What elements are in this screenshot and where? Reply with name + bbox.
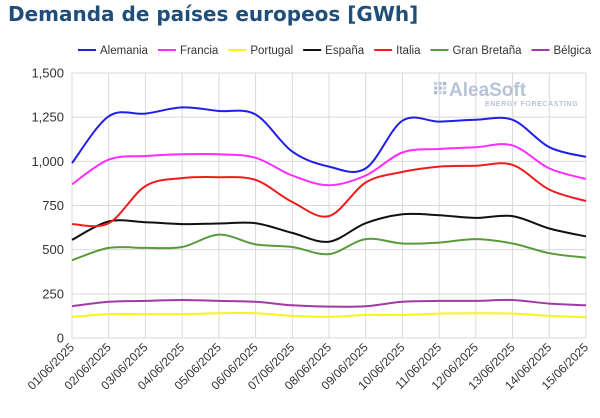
series-line-espana — [71, 212, 587, 243]
series-line-belgica — [71, 298, 587, 308]
y-tick-label: 1,250 — [31, 110, 64, 125]
logo-dot — [434, 86, 438, 90]
logo-dot — [443, 86, 447, 90]
logo-dot — [438, 86, 442, 90]
series-line-gran-bretana — [71, 233, 587, 262]
series-line-francia — [71, 143, 587, 187]
logo-tagline: ENERGY FORECASTING — [485, 101, 578, 108]
logo-name: AleaSoft — [449, 80, 527, 101]
legend-label-italia: Italia — [396, 45, 421, 57]
logo-dot — [438, 91, 442, 95]
legend-label-gran-bretana: Gran Bretaña — [452, 45, 522, 57]
chart-title: Demanda de países europeos [GWh] — [8, 2, 419, 26]
logo-dot — [443, 82, 447, 86]
legend-label-alemania: Alemania — [100, 45, 149, 57]
legend-label-espana: España — [325, 45, 365, 57]
y-tick-label: 250 — [42, 286, 64, 301]
y-tick-label: 500 — [42, 242, 64, 257]
legend-label-belgica: Bélgica — [554, 45, 592, 57]
series-line-alemania — [71, 106, 587, 173]
legend-label-francia: Francia — [180, 45, 219, 57]
logo-dot — [434, 82, 438, 86]
logo-dot — [434, 91, 438, 95]
series-line-italia — [71, 162, 587, 228]
y-tick-label: 1,500 — [31, 66, 64, 81]
series-line-portugal — [71, 312, 587, 319]
y-tick-label: 0 — [57, 331, 64, 346]
legend-label-portugal: Portugal — [250, 45, 293, 57]
logo-dot — [443, 91, 447, 95]
y-tick-label: 1,000 — [31, 154, 64, 169]
y-tick-label: 750 — [42, 198, 64, 213]
logo-dot — [438, 82, 442, 86]
